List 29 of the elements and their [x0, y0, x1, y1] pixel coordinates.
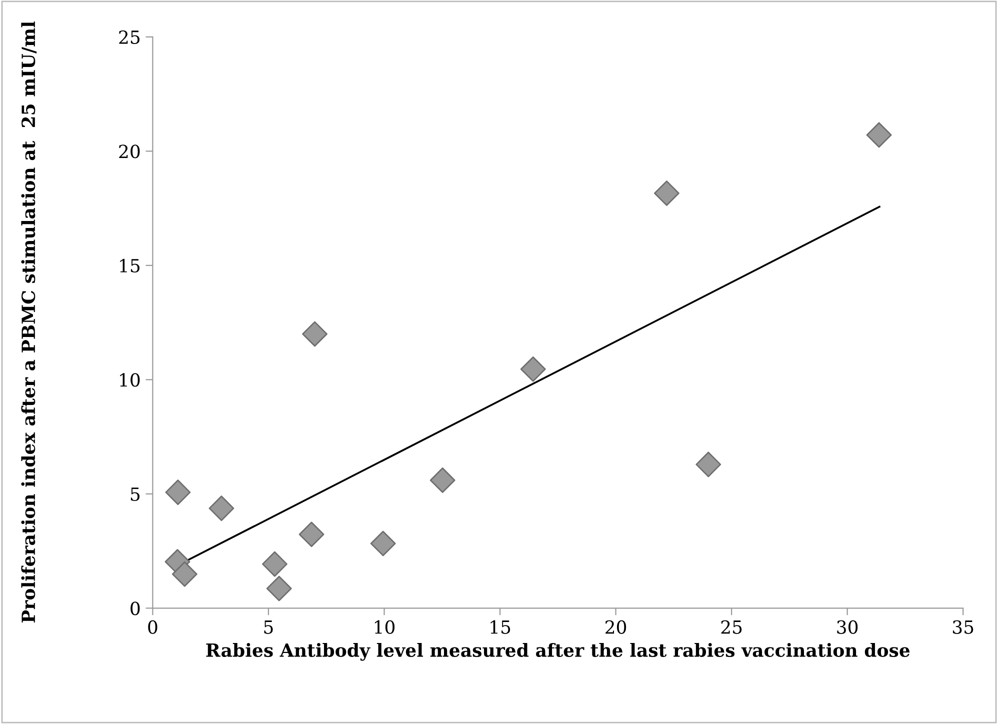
- y-axis-title: Proliferation index after a PBMC stimulation at 25 mIU/ml: [21, 21, 37, 623]
- point: [302, 321, 328, 347]
- point: [430, 467, 456, 493]
- point: [266, 576, 292, 602]
- x-axis-title: Rabies Antibody level measured after the last rabies vaccination dose: [206, 642, 910, 661]
- point: [165, 480, 191, 506]
- x-tick-label: 30: [837, 620, 858, 634]
- y-tick-label: 25: [119, 30, 140, 44]
- x-tick-label: 35: [952, 620, 974, 634]
- point: [520, 356, 546, 382]
- x-tick-label: 25: [721, 620, 742, 634]
- x-tick-label: 0: [148, 620, 158, 634]
- point: [262, 551, 288, 577]
- point: [298, 522, 324, 548]
- x-tick-label: 10: [374, 620, 395, 634]
- x-tick-label: 20: [606, 620, 626, 634]
- x-tick-label: 5: [264, 620, 273, 634]
- point: [370, 530, 396, 556]
- point: [172, 561, 198, 587]
- y-tick-label: 20: [119, 144, 140, 158]
- point: [654, 180, 680, 206]
- y-tick-label: 15: [120, 258, 140, 273]
- y-tick-label: 0: [130, 602, 140, 616]
- y-tick-label: 10: [120, 373, 140, 387]
- point: [866, 122, 892, 148]
- x-tick-label: 15: [490, 620, 510, 634]
- point: [696, 452, 722, 478]
- point: [208, 496, 234, 522]
- y-tick-label: 5: [130, 488, 140, 502]
